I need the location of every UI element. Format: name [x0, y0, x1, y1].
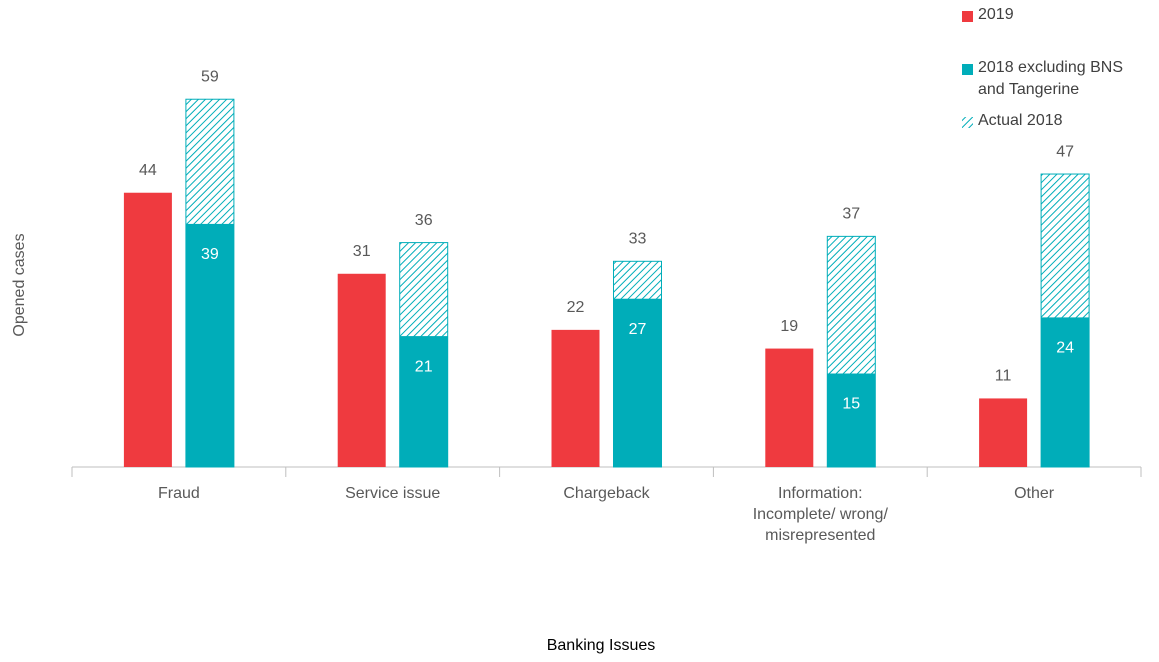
data-label: 15 — [842, 396, 860, 413]
bar — [185, 223, 234, 467]
data-label: 11 — [995, 368, 1012, 385]
bar — [979, 398, 1028, 467]
data-label: 39 — [201, 246, 219, 263]
legend-label: 2019 — [978, 6, 1014, 23]
bar — [123, 192, 172, 467]
x-tick-label: Chargeback — [563, 485, 650, 502]
legend-label: Actual 2018 — [978, 112, 1063, 129]
data-label: 31 — [353, 243, 371, 260]
bar — [1041, 317, 1090, 467]
data-label: 21 — [415, 358, 433, 375]
data-label: 59 — [201, 68, 219, 85]
data-label: 24 — [1056, 340, 1074, 357]
legend-label: 2018 excluding BNS and Tangerine — [978, 59, 1123, 98]
data-label: 19 — [780, 318, 798, 335]
data-label: 27 — [629, 321, 647, 338]
x-tick-label: Other — [1014, 485, 1055, 502]
legend-swatch — [962, 11, 973, 22]
legend-swatch — [962, 64, 973, 75]
data-label: 47 — [1056, 143, 1074, 160]
x-tick-label: Service issue — [345, 485, 441, 502]
x-tick-label: Fraud — [157, 485, 200, 502]
data-label: 33 — [629, 231, 647, 248]
bar — [551, 329, 600, 467]
bar — [613, 298, 662, 467]
bar — [399, 336, 448, 467]
y-axis-title: Opened cases — [11, 233, 28, 336]
data-label: 36 — [415, 212, 433, 229]
x-tick-label: Information: Incomplete/ wrong/ misrepre… — [752, 485, 888, 544]
data-label: 37 — [842, 206, 860, 223]
legend-swatch — [962, 117, 973, 128]
data-label: 22 — [567, 299, 585, 316]
bar — [827, 373, 876, 467]
bar — [337, 273, 386, 467]
data-label: 44 — [139, 162, 157, 179]
bar — [765, 348, 814, 467]
x-axis-title: Banking Issues — [547, 637, 656, 654]
